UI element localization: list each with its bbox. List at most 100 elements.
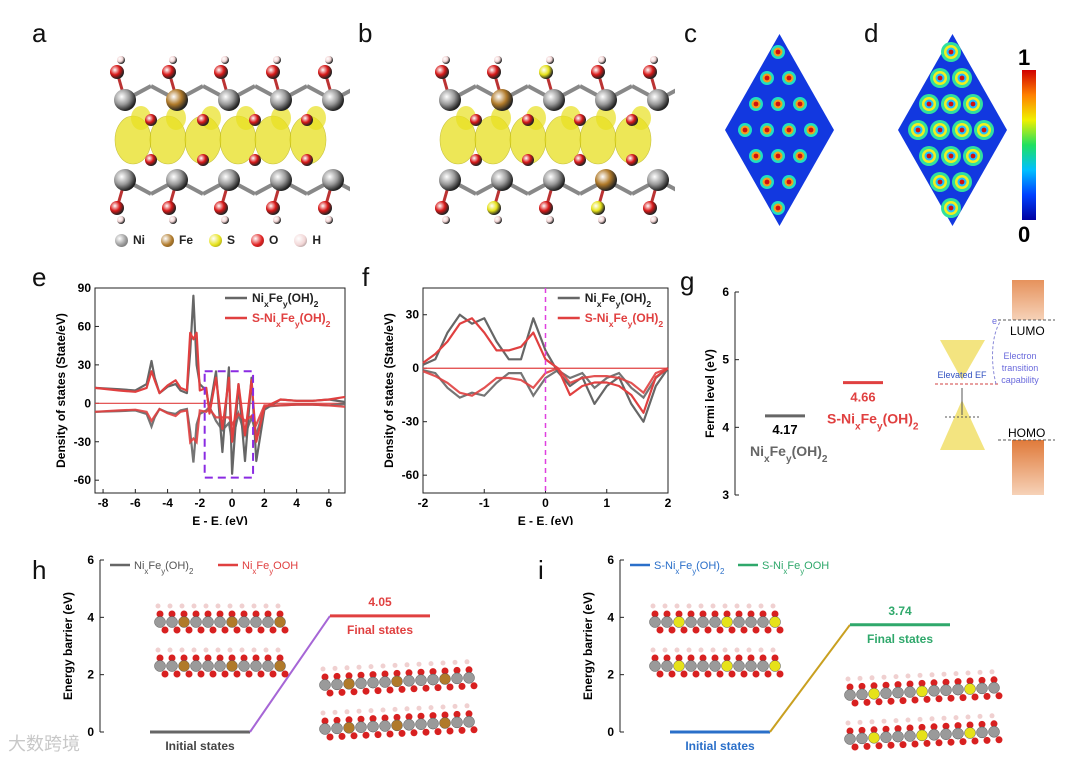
hydrogen-atom bbox=[179, 603, 185, 609]
nickel-atom bbox=[262, 660, 274, 672]
oxygen-atom bbox=[326, 689, 334, 697]
nickel-atom bbox=[976, 726, 988, 739]
oxygen-atom bbox=[269, 670, 277, 678]
oxygen-atom bbox=[887, 741, 895, 749]
hydrogen-atom bbox=[881, 718, 887, 724]
hydrogen-atom bbox=[893, 674, 899, 680]
oxygen-atom bbox=[966, 721, 974, 729]
oxygen-atom bbox=[110, 201, 124, 215]
hydrogen-atom bbox=[710, 647, 716, 653]
oxygen-atom bbox=[410, 685, 418, 693]
nickel-atom bbox=[543, 89, 565, 111]
structure-b bbox=[435, 56, 675, 224]
iron-atom bbox=[439, 717, 451, 729]
hydrogen-atom bbox=[221, 56, 229, 64]
final-state-label: Final states bbox=[347, 623, 413, 637]
elevated-ef-label: Elevated EF bbox=[937, 370, 987, 380]
oxygen-atom bbox=[168, 654, 176, 662]
hydrogen-atom bbox=[881, 674, 887, 680]
oxygen-atom bbox=[338, 732, 346, 740]
oxygen-atom bbox=[923, 695, 931, 703]
x-tick-label: -2 bbox=[195, 496, 206, 510]
oxygen-atom bbox=[759, 654, 767, 662]
oxygen-atom bbox=[942, 722, 950, 730]
nickel-atom bbox=[463, 716, 475, 728]
hydrogen-atom bbox=[227, 647, 233, 653]
density-center bbox=[775, 49, 781, 55]
nickel-atom bbox=[463, 672, 475, 684]
density-center bbox=[937, 127, 943, 133]
hydrogen-atom bbox=[546, 216, 554, 224]
oxygen-atom bbox=[350, 688, 358, 696]
oxygen-atom bbox=[345, 672, 353, 680]
nickel-atom bbox=[367, 676, 379, 689]
nickel-atom bbox=[757, 660, 769, 672]
sulfur-atom bbox=[868, 732, 880, 744]
oxygen-atom bbox=[851, 743, 859, 751]
y-axis-label: Energy barrier (eV) bbox=[61, 592, 75, 700]
nickel-atom bbox=[844, 689, 856, 701]
oxygen-atom bbox=[858, 682, 866, 690]
oxygen-atom bbox=[906, 680, 914, 688]
hydrogen-atom bbox=[203, 647, 209, 653]
y-axis-label: Density of states (State/eV) bbox=[382, 313, 396, 468]
oxygen-atom bbox=[894, 681, 902, 689]
oxygen-atom bbox=[776, 670, 784, 678]
oxygen-atom bbox=[386, 730, 394, 738]
oxygen-atom bbox=[276, 610, 284, 618]
y-tick-label: 6 bbox=[722, 285, 729, 299]
hydrogen-atom bbox=[845, 676, 851, 682]
oxygen-atom bbox=[240, 654, 248, 662]
nickel-atom bbox=[166, 616, 178, 628]
hydrogen-atom bbox=[989, 713, 995, 719]
oxygen-atom bbox=[522, 154, 534, 166]
density-center bbox=[786, 127, 792, 133]
oxygen-atom bbox=[680, 626, 688, 634]
nickel-atom bbox=[880, 731, 892, 743]
density-center bbox=[937, 179, 943, 185]
nickel-atom bbox=[928, 729, 940, 741]
oxygen-atom bbox=[429, 712, 437, 720]
panel-label-b: b bbox=[358, 18, 373, 48]
hydrogen-atom bbox=[275, 647, 281, 653]
oxygen-atom bbox=[156, 654, 164, 662]
oxygen-atom bbox=[643, 65, 657, 79]
density-center bbox=[764, 179, 770, 185]
oxygen-atom bbox=[429, 668, 437, 676]
hydrogen-atom bbox=[404, 662, 410, 668]
panel-label-h: h bbox=[32, 555, 47, 585]
oxygen-atom bbox=[321, 673, 329, 681]
hydrogen-atom bbox=[845, 720, 851, 726]
oxygen-atom bbox=[374, 731, 382, 739]
panel-label-e: e bbox=[32, 262, 47, 292]
nickel-atom bbox=[892, 686, 904, 699]
iron-atom bbox=[274, 660, 286, 672]
hydrogen-atom bbox=[155, 603, 161, 609]
oxygen-atom bbox=[168, 610, 176, 618]
nickel-atom bbox=[940, 728, 952, 740]
panel-label-a: a bbox=[32, 18, 47, 48]
atom-sphere-icon bbox=[161, 233, 174, 247]
oxygen-atom bbox=[192, 610, 200, 618]
oxygen-atom bbox=[281, 626, 289, 634]
nickel-atom bbox=[649, 660, 661, 672]
oxygen-atom bbox=[318, 201, 332, 215]
nickel-atom bbox=[154, 616, 166, 628]
nickel-atom bbox=[976, 682, 988, 695]
density-center bbox=[797, 153, 803, 159]
oxygen-atom bbox=[723, 654, 731, 662]
oxygen-atom bbox=[209, 670, 217, 678]
oxygen-atom bbox=[249, 154, 261, 166]
iron-atom bbox=[439, 673, 451, 685]
hydrogen-atom bbox=[117, 56, 125, 64]
x-axis-label: E - Ef (eV) bbox=[192, 514, 248, 525]
nickel-atom bbox=[322, 89, 344, 111]
hydrogen-atom bbox=[416, 661, 422, 667]
legend-label: NixFey(OH)2 bbox=[585, 291, 652, 309]
oxygen-atom bbox=[978, 676, 986, 684]
oxygen-atom bbox=[539, 201, 553, 215]
hydrogen-atom bbox=[263, 603, 269, 609]
oxygen-atom bbox=[453, 666, 461, 674]
level-value: 4.66 bbox=[850, 390, 875, 405]
oxygen-atom bbox=[935, 695, 943, 703]
